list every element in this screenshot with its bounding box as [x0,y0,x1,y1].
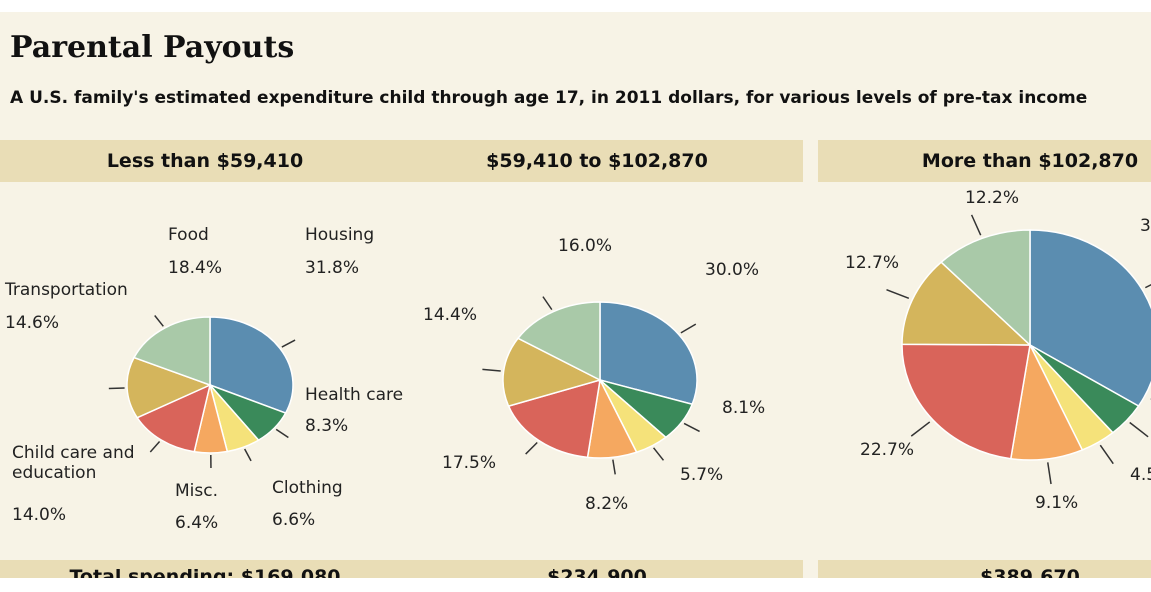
leader-line [1129,421,1149,438]
leader-line [970,214,982,236]
leader-line [1144,283,1151,289]
slice-value: 12.2% [965,188,1020,208]
pie-slice [133,316,211,387]
leader-line [680,323,697,334]
slice-name: Child care and education [12,443,135,483]
leader-line [542,296,553,311]
slice-value: 31.8% [305,258,360,278]
panel-footer: Total spending: $169,080 [69,566,341,578]
slice-value: 16.0% [558,236,613,256]
pies [108,214,1151,485]
leader-line [149,441,161,453]
leader-line [154,315,164,327]
slice-value: 8.3% [305,416,349,436]
leader-line [683,422,700,433]
footer-band [0,560,803,578]
slice-value: 4.5% [1130,465,1151,485]
header-band [818,140,1151,182]
slice-value: 8.1% [722,398,766,418]
slice-value: 18.4% [168,258,223,278]
slice-value: 6.4% [175,513,219,533]
slice-value: 14.0% [12,505,67,525]
subtitle: A U.S. family's estimated expenditure ch… [10,88,1088,108]
footer-band [818,560,1151,578]
slice-name: Housing [305,225,375,245]
panel-title: More than $102,870 [921,150,1139,172]
pie-slice [502,337,603,408]
leader-line [525,441,538,455]
title: Parental Payouts [10,30,295,65]
slice-value: 12.7% [845,253,900,273]
leader-line [910,421,931,437]
leader-line [1047,462,1052,485]
slice-name: Health care [305,385,404,405]
header-band [0,140,803,182]
slice-value: 5.7% [680,465,724,485]
pie-slice [507,378,601,459]
slice-value: 6.6% [272,510,316,530]
pie-slice [901,261,1032,346]
leader-line [886,288,910,299]
slice-name: Misc. [175,481,218,501]
slice-value: 22.7% [860,440,915,460]
leader-line [1099,444,1114,465]
pie-slice [940,229,1031,347]
leader-line [275,428,289,439]
slice-name: Clothing [272,478,343,498]
slice-name: Food [168,225,209,245]
infographic: Parental Payouts A U.S. family's estimat… [0,12,1151,578]
panel-title: Less than $59,410 [106,150,304,172]
slice-value: 17.5% [442,453,497,473]
leader-line [108,387,125,390]
slice-value: 30.0% [705,260,760,280]
leader-line [243,448,252,462]
slice-value: 14.4% [423,305,478,325]
pie-slice [136,383,212,453]
slice-value: 8.2% [585,494,629,514]
panel-footer: $234,900 [547,566,647,578]
pie-slice [901,343,1031,460]
slice-value: 9.1% [1035,493,1079,513]
leader-line [281,339,296,348]
slice-name: Transportation [5,280,128,300]
pie-slice [516,301,601,382]
pie-slice [126,356,212,419]
pie-slice [209,316,294,414]
panel-title: $59,410 to $102,870 [486,150,708,172]
pie-slice [599,301,698,406]
slice-value: 14.6% [5,313,60,333]
leader-line [612,459,616,475]
leader-line [652,447,665,461]
slice-value: 33.9% [1140,216,1151,236]
panel-footer: $389,670 [980,566,1080,578]
leader-line [482,368,501,372]
